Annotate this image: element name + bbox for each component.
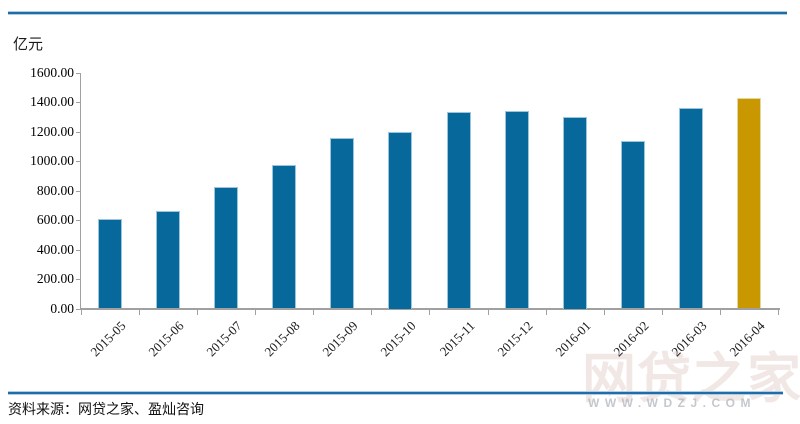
x-tick-label: 2015-08: [261, 318, 303, 360]
y-tick-mark: [76, 190, 81, 192]
y-tick-mark: [76, 161, 81, 163]
top-divider-line: [8, 11, 787, 15]
x-tick-mark: [313, 310, 315, 315]
x-tick-mark: [197, 310, 199, 315]
x-tick-mark: [371, 310, 373, 315]
bar-2015-10: [388, 131, 413, 309]
x-tick-mark: [661, 310, 663, 315]
y-tick-label: 400.00: [36, 241, 74, 257]
x-tick-label: 2015-07: [203, 318, 245, 360]
x-tick-mark: [255, 310, 257, 315]
bar-2015-11: [446, 112, 471, 309]
y-tick-mark: [76, 249, 81, 251]
y-tick-mark: [76, 279, 81, 281]
x-axis-line: [80, 308, 780, 310]
source-note: 资料来源：网贷之家、盈灿咨询: [8, 401, 204, 417]
bar-2015-05: [98, 218, 123, 309]
x-tick-label: 2015-06: [145, 318, 187, 360]
x-tick-label: 2015-09: [319, 318, 361, 360]
bar-2016-01: [562, 117, 587, 309]
y-axis-unit-label: 亿元: [13, 36, 44, 53]
x-tick-mark: [603, 310, 605, 315]
y-tick-label: 600.00: [36, 212, 74, 228]
x-tick-mark: [545, 310, 547, 315]
y-tick-mark: [76, 73, 81, 74]
x-tick-label: 2016-01: [552, 318, 594, 360]
bar-2016-03: [678, 107, 703, 309]
x-tick-label: 2015-10: [377, 318, 420, 360]
y-tick-mark: [76, 308, 81, 310]
y-tick-label: 0.00: [50, 300, 74, 316]
y-tick-label: 1000.00: [30, 153, 74, 169]
bar-2015-08: [272, 164, 297, 309]
bar-2015-07: [214, 187, 239, 309]
x-tick-label: 2015-12: [493, 318, 536, 360]
x-tick-mark: [487, 310, 489, 315]
watermark-url: WWW.WDZJ.COM: [588, 396, 756, 410]
y-tick-mark: [76, 131, 81, 133]
bar-2015-12: [504, 110, 529, 309]
bar-2016-02: [620, 141, 645, 309]
x-tick-label: 2016-03: [668, 318, 710, 360]
x-tick-mark: [777, 310, 779, 315]
x-tick-label: 2015-05: [87, 318, 129, 360]
watermark-logo: 网贷之家: [582, 349, 800, 409]
x-tick-mark: [719, 310, 721, 315]
x-tick-label: 2016-02: [610, 318, 652, 360]
x-tick-label: 2016-04: [726, 318, 768, 360]
x-tick-mark: [429, 310, 431, 315]
bar-2016-04: [736, 98, 761, 309]
x-tick-label: 2015-11: [436, 318, 478, 359]
bar-2015-06: [156, 211, 181, 309]
y-tick-label: 1400.00: [30, 94, 74, 110]
y-tick-label: 1600.00: [30, 65, 74, 80]
x-tick-mark: [139, 310, 141, 315]
y-tick-label: 800.00: [36, 182, 74, 198]
footer-divider-line: [8, 391, 783, 395]
y-tick-mark: [76, 102, 81, 104]
x-tick-mark: [81, 310, 82, 315]
y-tick-label: 200.00: [36, 271, 74, 287]
bar-2015-09: [330, 138, 355, 309]
y-tick-mark: [76, 220, 81, 222]
watermark: 网贷之家 WWW.WDZJ.COM: [578, 330, 800, 420]
y-tick-label: 1200.00: [30, 123, 74, 139]
